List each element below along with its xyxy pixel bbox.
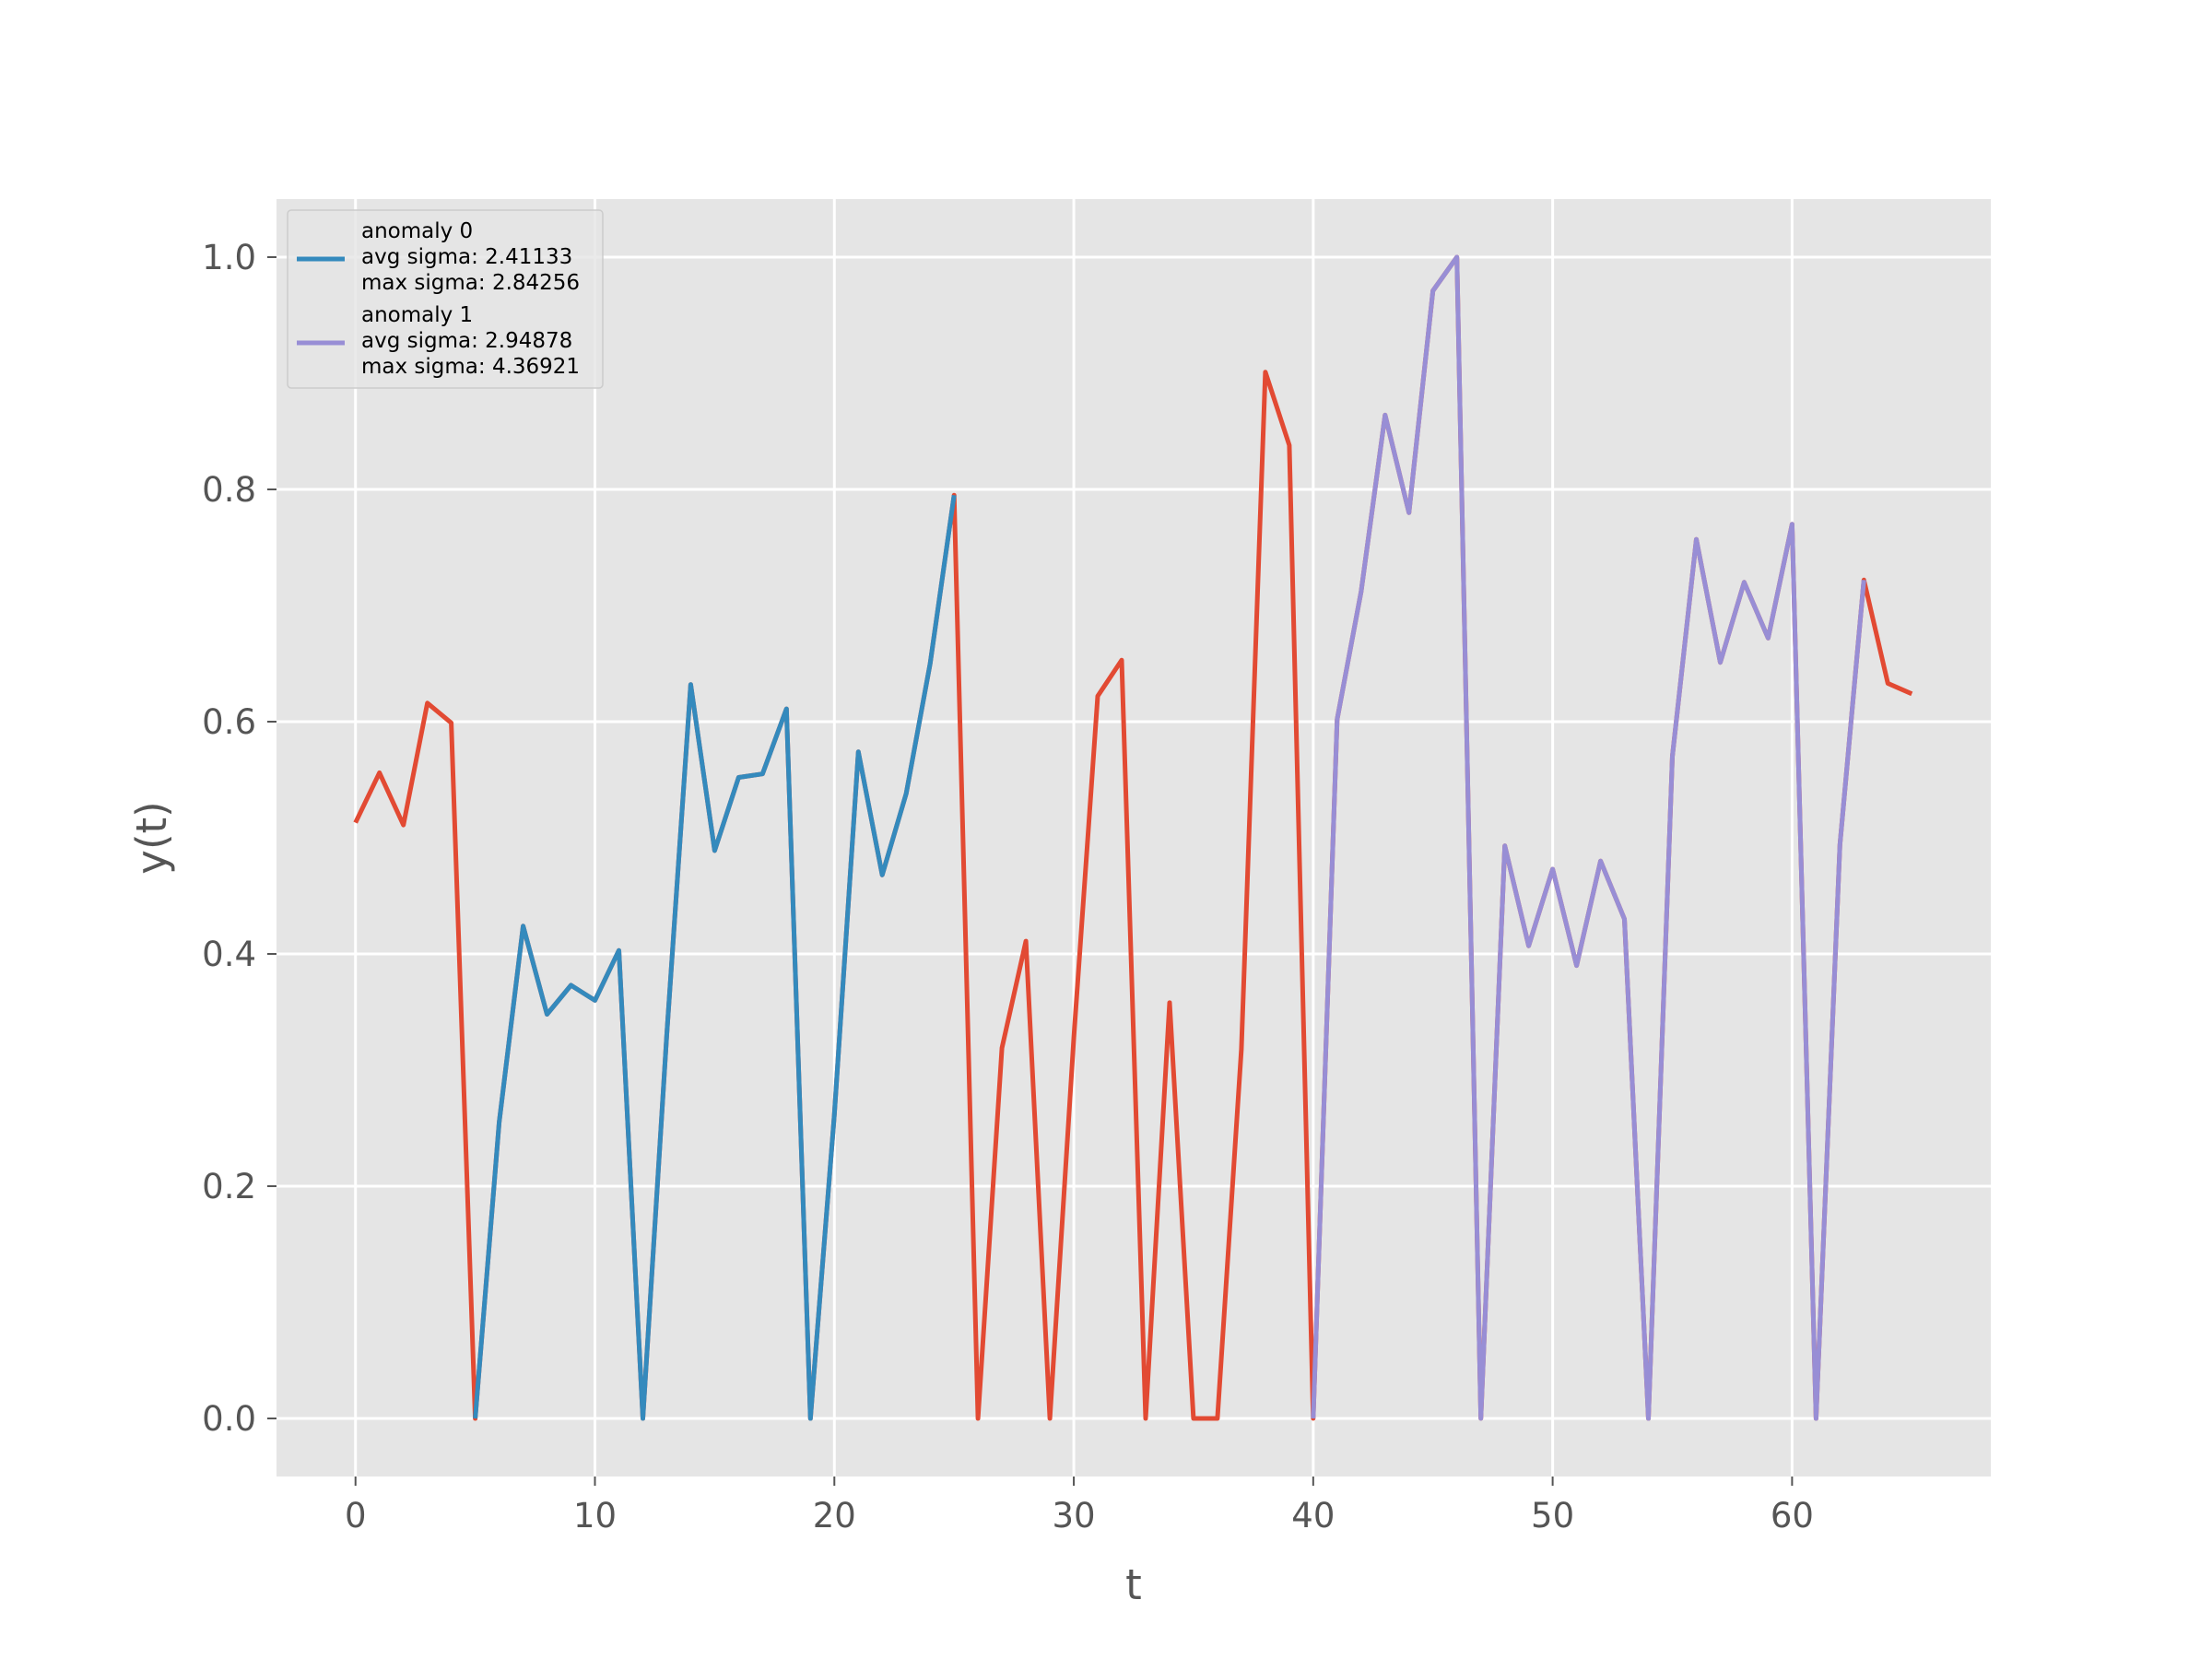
- plot-area: [276, 199, 1991, 1477]
- legend-text: max sigma: 4.36921: [361, 355, 580, 379]
- legend-text: anomaly 0: [361, 219, 473, 243]
- grid: [276, 199, 1991, 1477]
- x-tick-label: 40: [1291, 1496, 1335, 1535]
- y-tick-label: 0.6: [202, 702, 256, 742]
- y-tick-label: 0.8: [202, 470, 256, 510]
- series-line-anomaly-0: [473, 494, 957, 1421]
- series-line-anomaly-1: [1311, 254, 1866, 1421]
- x-tick-label: 50: [1531, 1496, 1574, 1535]
- x-tick-label: 0: [345, 1496, 367, 1535]
- y-tick-label: 0.0: [202, 1399, 256, 1439]
- x-ticks: 0 10 20 30 40 50 60: [345, 1477, 1814, 1535]
- y-tick-label: 0.4: [202, 935, 256, 974]
- legend-text: avg sigma: 2.41133: [361, 245, 572, 269]
- x-tick-label: 10: [573, 1496, 617, 1535]
- series-layer: [353, 254, 1913, 1421]
- legend-text: avg sigma: 2.94878: [361, 329, 572, 353]
- legend-box: [287, 209, 604, 389]
- y-axis-label: y(t): [127, 801, 176, 874]
- x-axis-label: t: [1125, 1560, 1142, 1609]
- y-tick-label: 1.0: [202, 238, 256, 277]
- y-tick-label: 0.2: [202, 1167, 256, 1206]
- legend-text: anomaly 1: [361, 303, 473, 327]
- y-ticks: 0.0 0.2 0.4 0.6 0.8 1.0: [202, 238, 276, 1439]
- x-tick-label: 30: [1053, 1496, 1096, 1535]
- x-tick-label: 20: [813, 1496, 856, 1535]
- x-tick-label: 60: [1771, 1496, 1814, 1535]
- legend-text: max sigma: 2.84256: [361, 271, 580, 295]
